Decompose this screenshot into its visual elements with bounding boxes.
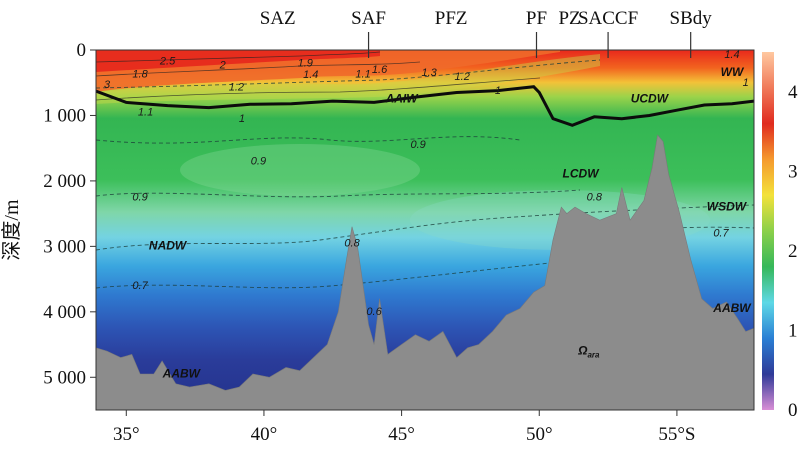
front-label: PF bbox=[526, 8, 547, 29]
contour-lines bbox=[95, 51, 755, 289]
contour-dashed-2 bbox=[95, 189, 581, 198]
contour-dashed-4 bbox=[95, 261, 561, 289]
contour-value-label: 0.6 bbox=[366, 306, 382, 318]
colorbar: 0 1 2 3 4 bbox=[762, 52, 798, 421]
contour-dashed-0 bbox=[95, 59, 601, 89]
contour-dashed-3 bbox=[95, 204, 755, 251]
x-tick-label: 50° bbox=[526, 424, 553, 445]
contour-value-label: 1 bbox=[239, 113, 245, 125]
front-label: SAF bbox=[351, 8, 386, 29]
contour-dashed-1 bbox=[95, 136, 521, 144]
contour-value-label: 0.9 bbox=[251, 156, 266, 168]
y-axis-label: 深度/m bbox=[0, 199, 23, 261]
contour-value-label: 1.6 bbox=[372, 64, 388, 76]
water-mass-label: AABW bbox=[162, 366, 202, 380]
plot-frame bbox=[95, 49, 755, 411]
y-tick-label: 1 000 bbox=[43, 105, 86, 126]
water-mass-label: WSDW bbox=[707, 199, 748, 213]
contour-value-label: 1.1 bbox=[138, 106, 153, 118]
front-label: SAZ bbox=[260, 8, 296, 29]
front-label: PZ bbox=[558, 8, 580, 29]
contour-value-label: 0.7 bbox=[713, 228, 729, 240]
contour-value-label: 2.5 bbox=[159, 55, 176, 67]
contour-value-label: 1 bbox=[743, 77, 749, 89]
colorbar-tick-label: 1 bbox=[788, 320, 798, 341]
contour-value-label: 1.1 bbox=[355, 68, 370, 80]
contour-value-label: 3 bbox=[104, 79, 111, 91]
contour-value-label: 0.7 bbox=[132, 280, 148, 292]
contour-value-label: 0.9 bbox=[132, 192, 147, 204]
y-tick-label: 0 bbox=[77, 40, 87, 61]
contour-surface-2 bbox=[95, 77, 541, 101]
colorbar-tick-label: 4 bbox=[788, 82, 798, 103]
subsurface-band bbox=[96, 54, 600, 104]
front-label: SBdy bbox=[670, 8, 713, 29]
water-mass-label: AABW bbox=[712, 301, 752, 315]
water-mass-label: AAIW bbox=[385, 91, 420, 105]
y-tick-label: 2 000 bbox=[43, 171, 86, 192]
mid-depth-patch bbox=[180, 144, 420, 196]
omega-subscript: ara bbox=[587, 350, 600, 359]
contour-value-label: 1.3 bbox=[421, 67, 437, 79]
contour-value-label: 2 bbox=[219, 59, 226, 71]
contour-value-label: 0.9 bbox=[410, 139, 425, 151]
water-mass-label: UCDW bbox=[631, 91, 670, 105]
contour-value-label: 1.4 bbox=[303, 69, 318, 81]
colorbar-tick-label: 0 bbox=[788, 400, 798, 421]
x-tick-label: 45° bbox=[388, 424, 415, 445]
contour-surface-0 bbox=[95, 51, 381, 63]
y-tick-label: 3 000 bbox=[43, 236, 86, 257]
contour-labels: 2.5 2 1.91.8 1.4 1.1 1.6 1.3 1.21.231.1111.410.… bbox=[104, 49, 752, 380]
contour-value-label: 1 bbox=[495, 85, 501, 97]
x-tick-label: 55°S bbox=[658, 424, 695, 445]
contour-value-label: 1.9 bbox=[298, 57, 313, 69]
x-tick-label: 35° bbox=[113, 424, 140, 445]
contour-value-label: 1.4 bbox=[724, 49, 739, 61]
colorbar-tick-label: 3 bbox=[788, 161, 798, 182]
y-tick-label: 5 000 bbox=[43, 367, 86, 388]
contour-value-label: 0.8 bbox=[344, 237, 360, 249]
omega-1-contour bbox=[96, 85, 754, 127]
water-mass-label: NADW bbox=[149, 239, 188, 253]
water-mass-label: LCDW bbox=[563, 167, 601, 181]
contour-surface-1 bbox=[95, 61, 421, 77]
bathymetry-layer bbox=[96, 134, 754, 410]
contour-value-label: 1.2 bbox=[455, 71, 470, 83]
water-mass-label: WW bbox=[721, 65, 745, 79]
contour-value-label: 1.8 bbox=[132, 68, 148, 80]
seafloor-bathymetry bbox=[96, 134, 754, 410]
colorbar-tick-label: 2 bbox=[788, 241, 798, 262]
contour-value-label: 0.8 bbox=[587, 192, 603, 204]
colorbar-scale bbox=[762, 52, 774, 410]
y-tick-label: 4 000 bbox=[43, 302, 86, 323]
x-tick-label: 40° bbox=[251, 424, 278, 445]
front-label: SACCF bbox=[578, 8, 638, 29]
contour-value-label: 1.2 bbox=[229, 82, 244, 94]
front-label: PFZ bbox=[435, 8, 468, 29]
